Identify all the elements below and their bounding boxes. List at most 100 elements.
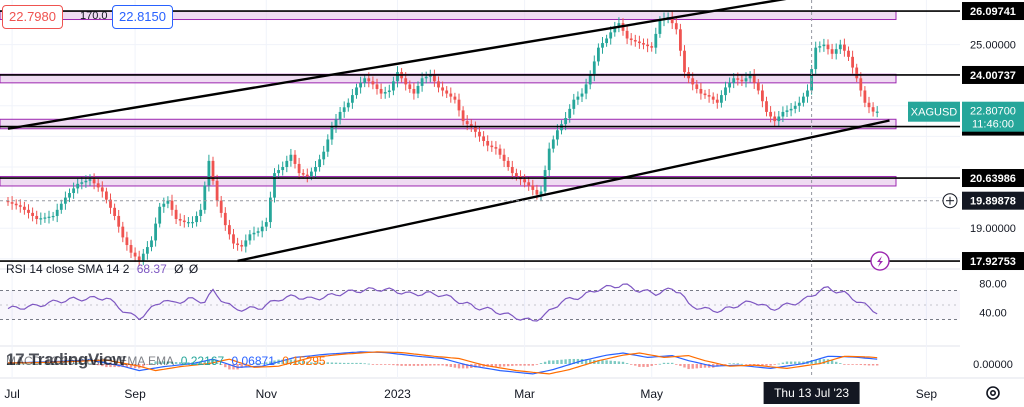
candle-body[interactable] <box>113 207 116 216</box>
support-resistance-zone[interactable] <box>0 175 897 187</box>
candle-body[interactable] <box>76 183 80 189</box>
candle-body[interactable] <box>72 188 75 194</box>
candle-body[interactable] <box>674 23 678 30</box>
candle-body[interactable] <box>404 78 408 85</box>
candle-body[interactable] <box>474 127 477 132</box>
candle-body[interactable] <box>629 38 633 41</box>
candle-body[interactable] <box>289 154 293 161</box>
candle-body[interactable] <box>236 243 239 246</box>
candle-body[interactable] <box>740 79 744 82</box>
candle-body[interactable] <box>793 105 797 109</box>
candle-body[interactable] <box>445 90 449 94</box>
candle-body[interactable] <box>363 78 367 83</box>
symbol-badge[interactable] <box>908 101 960 122</box>
candle-body[interactable] <box>543 170 547 192</box>
candle-body[interactable] <box>781 111 785 117</box>
candle-body[interactable] <box>449 93 453 97</box>
candle-body[interactable] <box>51 215 55 218</box>
candle-body[interactable] <box>834 49 838 54</box>
candle-body[interactable] <box>105 191 108 200</box>
candle-body[interactable] <box>683 50 686 73</box>
candle-body[interactable] <box>502 154 506 161</box>
candle-body[interactable] <box>244 240 248 247</box>
candle-body[interactable] <box>441 87 444 91</box>
candle-body[interactable] <box>756 82 760 91</box>
candle-body[interactable] <box>207 160 211 186</box>
candle-body[interactable] <box>867 102 871 108</box>
candle-body[interactable] <box>506 160 510 167</box>
candle-body[interactable] <box>658 20 662 34</box>
candle-body[interactable] <box>158 206 162 224</box>
candle-body[interactable] <box>150 240 153 248</box>
candle-body[interactable] <box>383 92 387 94</box>
candle-body[interactable] <box>875 111 879 113</box>
candle-body[interactable] <box>68 193 71 198</box>
candle-body[interactable] <box>375 84 379 89</box>
candle-body[interactable] <box>863 90 867 103</box>
macd-signal-line[interactable] <box>8 351 878 375</box>
candle-body[interactable] <box>453 96 457 100</box>
candle-body[interactable] <box>871 107 875 112</box>
candle-body[interactable] <box>830 49 834 54</box>
candle-body[interactable] <box>264 222 268 227</box>
candle-body[interactable] <box>281 167 285 171</box>
candle-body[interactable] <box>748 75 752 79</box>
candle-body[interactable] <box>162 203 166 207</box>
candle-body[interactable] <box>752 75 756 83</box>
candle-body[interactable] <box>851 56 854 68</box>
candle-body[interactable] <box>806 90 809 97</box>
candle-body[interactable] <box>355 87 358 96</box>
candle-body[interactable] <box>334 119 338 128</box>
candle-body[interactable] <box>551 139 555 149</box>
candle-body[interactable] <box>408 84 412 89</box>
candle-body[interactable] <box>215 180 219 201</box>
candle-body[interactable] <box>580 93 584 97</box>
candle-body[interactable] <box>412 88 416 94</box>
candle-body[interactable] <box>43 217 47 219</box>
candle-body[interactable] <box>814 47 818 70</box>
candle-body[interactable] <box>523 179 526 183</box>
ask-price-button[interactable]: 22.8150 <box>112 5 173 29</box>
candle-body[interactable] <box>240 245 244 247</box>
candle-body[interactable] <box>617 23 621 27</box>
candle-body[interactable] <box>330 127 334 140</box>
candle-body[interactable] <box>601 43 604 48</box>
candle-body[interactable] <box>564 118 567 125</box>
candle-body[interactable] <box>154 223 157 241</box>
candle-body[interactable] <box>609 32 613 39</box>
gear-icon[interactable] <box>984 384 1002 402</box>
candle-body[interactable] <box>14 203 18 206</box>
candle-body[interactable] <box>732 78 736 83</box>
candle-body[interactable] <box>129 245 133 253</box>
candle-body[interactable] <box>146 247 149 254</box>
candle-body[interactable] <box>646 44 649 47</box>
candle-body[interactable] <box>486 140 490 146</box>
candle-body[interactable] <box>838 44 842 50</box>
candle-body[interactable] <box>219 200 223 213</box>
candle-body[interactable] <box>691 78 695 85</box>
candle-body[interactable] <box>633 40 637 42</box>
candle-body[interactable] <box>765 101 768 112</box>
candle-body[interactable] <box>297 163 301 174</box>
candle-body[interactable] <box>314 167 317 172</box>
candle-body[interactable] <box>428 75 432 77</box>
candle-body[interactable] <box>64 197 67 204</box>
candle-body[interactable] <box>195 215 198 223</box>
candle-body[interactable] <box>822 44 826 47</box>
candle-body[interactable] <box>724 87 727 96</box>
candle-body[interactable] <box>556 130 559 140</box>
candle-body[interactable] <box>728 82 731 88</box>
candle-body[interactable] <box>223 212 227 226</box>
candle-body[interactable] <box>228 225 231 235</box>
candle-body[interactable] <box>855 67 859 79</box>
candle-body[interactable] <box>613 26 617 33</box>
candle-body[interactable] <box>527 182 531 186</box>
candle-body[interactable] <box>322 151 326 160</box>
candle-body[interactable] <box>843 44 846 51</box>
candle-body[interactable] <box>47 216 51 218</box>
candle-body[interactable] <box>711 96 715 100</box>
candle-body[interactable] <box>27 209 30 213</box>
candle-body[interactable] <box>92 179 96 184</box>
candle-body[interactable] <box>187 222 190 224</box>
candle-body[interactable] <box>273 173 276 198</box>
